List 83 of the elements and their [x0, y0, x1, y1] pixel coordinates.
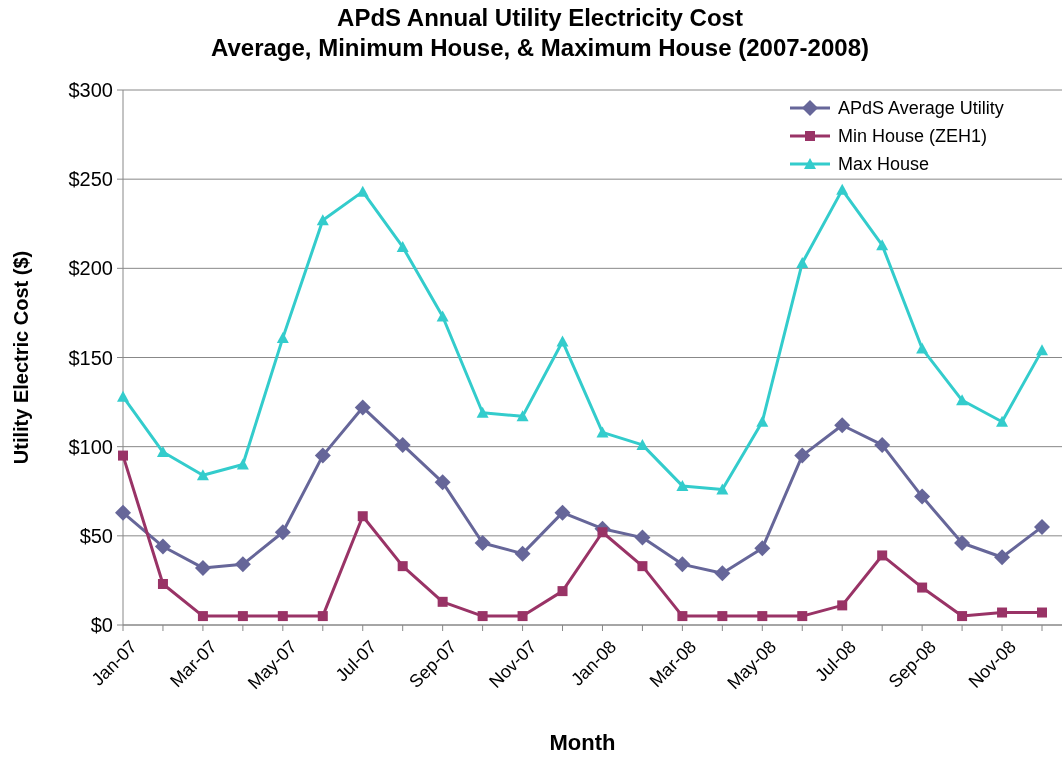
point — [1037, 607, 1047, 618]
point — [676, 479, 689, 491]
point — [514, 545, 531, 562]
point — [634, 529, 651, 546]
point — [836, 183, 849, 195]
point — [834, 417, 851, 434]
point — [434, 474, 451, 491]
point — [916, 342, 929, 354]
point — [154, 538, 171, 555]
point — [156, 446, 169, 458]
point — [474, 534, 491, 551]
point — [237, 611, 248, 622]
y-tick-label: $200 — [68, 257, 113, 280]
point — [194, 559, 211, 576]
point — [796, 256, 809, 268]
point — [354, 399, 371, 416]
point — [115, 504, 131, 521]
legend-label: Max House — [838, 154, 930, 175]
point — [674, 556, 691, 573]
point — [196, 469, 209, 481]
point — [797, 611, 808, 622]
point — [714, 565, 731, 582]
y-tick-label: $250 — [68, 168, 113, 191]
y-axis-title: Utility Electric Cost ($) — [10, 250, 32, 465]
point — [757, 611, 768, 622]
legend-label: Min House (ZEH1) — [838, 126, 988, 147]
point — [876, 239, 889, 251]
point — [837, 600, 848, 611]
point — [476, 406, 489, 418]
point — [556, 335, 569, 347]
point — [1036, 344, 1048, 356]
point — [914, 488, 931, 505]
point — [314, 447, 331, 464]
point — [677, 611, 688, 622]
point — [756, 415, 769, 427]
point — [917, 582, 928, 593]
point — [234, 556, 251, 573]
y-tick-label: $0 — [90, 614, 113, 636]
point — [954, 534, 971, 551]
point — [274, 524, 291, 541]
point — [956, 394, 969, 406]
point — [357, 511, 368, 522]
point — [636, 438, 649, 450]
point — [276, 331, 289, 343]
y-tick-label: $150 — [68, 346, 113, 369]
point — [877, 550, 888, 561]
point — [997, 607, 1008, 618]
point — [396, 240, 409, 252]
point — [597, 527, 608, 538]
point — [236, 458, 249, 470]
point — [517, 611, 528, 622]
point — [317, 611, 328, 622]
point — [157, 578, 168, 589]
point — [477, 611, 488, 622]
point — [516, 410, 529, 422]
point — [436, 310, 449, 322]
point — [397, 561, 408, 572]
point — [1034, 518, 1050, 535]
point — [394, 436, 411, 453]
point — [557, 586, 568, 597]
point — [637, 561, 648, 572]
point — [716, 483, 729, 495]
point — [957, 611, 968, 622]
point — [437, 596, 448, 607]
point — [118, 450, 128, 461]
point — [874, 436, 891, 453]
point — [596, 426, 609, 438]
point — [277, 611, 288, 622]
legend-label: APdS Average Utility — [838, 98, 1004, 119]
x-axis-title: Month — [549, 730, 616, 755]
point — [717, 611, 728, 622]
point — [994, 549, 1011, 566]
point — [794, 447, 811, 464]
point — [197, 611, 208, 622]
point — [754, 540, 771, 557]
y-tick-label: $50 — [79, 524, 113, 547]
point — [554, 504, 571, 521]
point — [316, 214, 329, 226]
y-tick-label: $300 — [68, 79, 113, 101]
point — [117, 390, 129, 402]
point — [996, 415, 1009, 427]
chart-title: APdS Annual Utility Electricity Cost Average, Minimum House, & Maximum House (2007-2008) — [211, 4, 869, 61]
y-tick-label: $100 — [68, 435, 113, 458]
